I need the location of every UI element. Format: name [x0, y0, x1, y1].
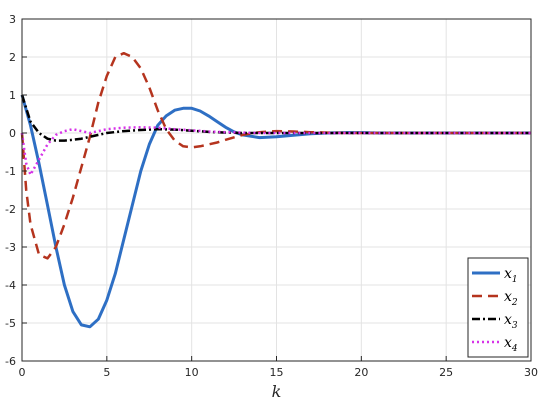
y-tick-label: -4	[5, 279, 16, 292]
x-tick-label: 20	[354, 366, 368, 379]
x-tick-label: 10	[185, 366, 199, 379]
y-tick-label: 0	[9, 127, 16, 140]
series-layer	[20, 51, 531, 329]
series-line-x3	[20, 94, 531, 142]
legend-label-main: x	[504, 312, 512, 328]
y-tick-label: -5	[5, 317, 16, 330]
x-tick-label: 5	[103, 366, 110, 379]
legend-label-x3: x3	[504, 312, 518, 331]
y-tick-label: -3	[5, 241, 16, 254]
legend-label-sub: 4	[511, 344, 518, 354]
x-tick-label: 0	[19, 366, 26, 379]
x-tick-label: 30	[524, 366, 538, 379]
x-tick-label: 25	[439, 366, 453, 379]
y-tick-label: 1	[9, 89, 16, 102]
y-tick-label: -2	[5, 203, 16, 216]
legend-label-sub: 3	[512, 321, 518, 331]
legend-label-x4: x4	[504, 335, 518, 354]
y-axis-ticks: 3 2 1 0 -1 -2 -3 -4 -5 -6	[5, 13, 27, 368]
legend-label-main: x	[504, 289, 512, 305]
y-tick-label: -6	[5, 355, 16, 368]
legend-label-main: x	[504, 335, 512, 351]
legend-label-main: x	[504, 266, 512, 282]
y-tick-label: 2	[9, 51, 16, 64]
grid	[21, 18, 532, 362]
y-tick-label: 3	[9, 13, 16, 26]
legend-label-x2: x2	[504, 289, 518, 308]
legend-label-x1: x1	[504, 266, 518, 285]
x-axis-label: k	[272, 382, 282, 401]
y-tick-label: -1	[5, 165, 16, 178]
x-axis-ticks: 0 5 10 15 20 25 30	[19, 356, 538, 379]
x-tick-label: 15	[270, 366, 284, 379]
legend-label-sub: 2	[511, 298, 518, 308]
legend-label-sub: 1	[512, 275, 518, 285]
